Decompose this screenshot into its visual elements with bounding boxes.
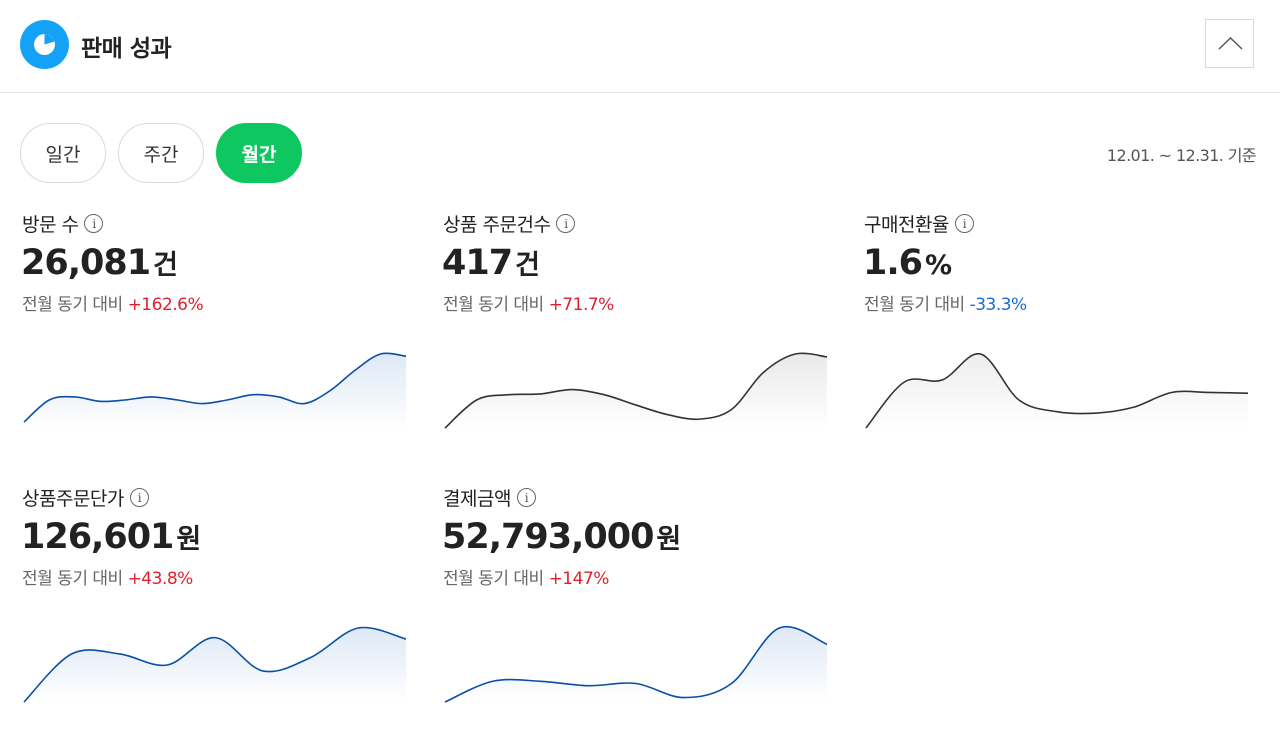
info-icon[interactable]: i [84, 214, 104, 233]
metric-label: 방문 수 [22, 214, 79, 236]
sparkline-area [866, 353, 1248, 428]
metric-unit: 원 [176, 524, 202, 555]
metric-visits: 방문 수 i 26,081 건 전월 동기 대비 +162.6% [21, 210, 416, 460]
info-icon[interactable]: i [129, 488, 149, 507]
metric-payment-amount: 결제금액 i 52,793,000 원 전월 동기 대비 +147% [442, 484, 837, 734]
metric-value: 1.6 [863, 243, 923, 283]
tab-monthly[interactable]: 월간 [216, 123, 302, 183]
metric-avg-order-price: 상품주문단가 i 126,601 원 전월 동기 대비 +43.8% [21, 484, 416, 734]
page-title: 판매 성과 [81, 36, 172, 62]
metric-value: 26,081 [21, 243, 151, 283]
metric-unit: 건 [153, 250, 178, 281]
metric-value: 126,601 [21, 517, 174, 557]
sparkline-line [444, 625, 828, 703]
metric-order-count: 상품 주문건수 i 417 건 전월 동기 대비 +71.7% [442, 210, 837, 460]
metric-label: 결제금액 [443, 488, 511, 510]
info-icon[interactable]: i [556, 214, 576, 233]
compare-label: 전월 동기 대비 [443, 569, 544, 589]
change-value: +162.6% [127, 295, 204, 315]
sparkline [23, 626, 407, 703]
compare-label: 전월 동기 대비 [864, 295, 965, 315]
change-value: +71.7% [548, 295, 615, 315]
metric-conversion-rate: 구매전환율 i 1.6 % 전월 동기 대비 -33.3% [863, 210, 1258, 460]
sparkline-area [24, 353, 406, 428]
chevron-up-icon [1218, 36, 1243, 50]
date-range: 12.01. ~ 12.31. 기준 [1106, 146, 1257, 165]
sparkline-area [24, 627, 406, 702]
sparkline [444, 625, 828, 703]
info-icon[interactable]: i [516, 488, 536, 507]
change-value: +147% [548, 569, 610, 589]
compare-label: 전월 동기 대비 [22, 569, 123, 589]
tab-daily[interactable]: 일간 [20, 123, 106, 183]
sparkline-line [444, 352, 828, 429]
metric-label: 상품 주문건수 [443, 214, 551, 236]
sparkline-line [865, 353, 1249, 429]
metric-value: 417 [442, 243, 513, 283]
collapse-button[interactable] [1205, 19, 1254, 68]
header: 판매 성과 [0, 0, 1280, 93]
metric-unit: 건 [515, 250, 540, 281]
metric-unit: % [925, 250, 953, 281]
metric-label: 구매전환율 [864, 214, 949, 236]
info-icon[interactable]: i [954, 214, 974, 233]
metric-value: 52,793,000 [442, 517, 654, 557]
sparkline-area [445, 626, 827, 702]
sparkline [444, 352, 828, 429]
compare-label: 전월 동기 대비 [22, 295, 123, 315]
change-value: -33.3% [969, 295, 1028, 315]
sparkline-line [23, 626, 407, 703]
metric-label: 상품주문단가 [22, 488, 124, 510]
tab-weekly[interactable]: 주간 [118, 123, 204, 183]
sparkline [23, 352, 407, 428]
sparkline-line [23, 352, 407, 423]
change-value: +43.8% [127, 569, 194, 589]
pie-chart-icon [20, 20, 69, 69]
metric-unit: 원 [656, 524, 682, 555]
sparkline [865, 353, 1249, 429]
sparkline-area [445, 353, 827, 428]
compare-label: 전월 동기 대비 [443, 295, 544, 315]
